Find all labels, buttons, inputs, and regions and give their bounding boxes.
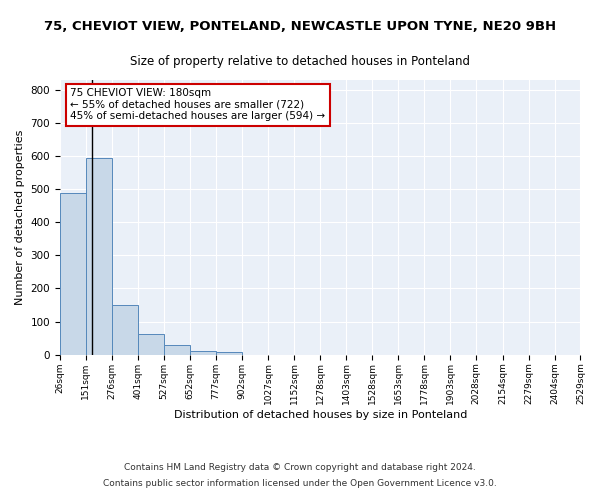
Bar	[86, 158, 112, 354]
Text: 75, CHEVIOT VIEW, PONTELAND, NEWCASTLE UPON TYNE, NE20 9BH: 75, CHEVIOT VIEW, PONTELAND, NEWCASTLE U…	[44, 20, 556, 33]
Bar	[190, 352, 216, 354]
Bar	[138, 334, 164, 354]
Bar	[164, 346, 190, 354]
Text: Contains public sector information licensed under the Open Government Licence v3: Contains public sector information licen…	[103, 478, 497, 488]
Text: Size of property relative to detached houses in Ponteland: Size of property relative to detached ho…	[130, 55, 470, 68]
Text: 75 CHEVIOT VIEW: 180sqm
← 55% of detached houses are smaller (722)
45% of semi-d: 75 CHEVIOT VIEW: 180sqm ← 55% of detache…	[70, 88, 325, 122]
X-axis label: Distribution of detached houses by size in Ponteland: Distribution of detached houses by size …	[173, 410, 467, 420]
Bar	[216, 352, 242, 354]
Bar	[112, 305, 138, 354]
Bar	[60, 192, 86, 354]
Y-axis label: Number of detached properties: Number of detached properties	[15, 130, 25, 305]
Text: Contains HM Land Registry data © Crown copyright and database right 2024.: Contains HM Land Registry data © Crown c…	[124, 464, 476, 472]
